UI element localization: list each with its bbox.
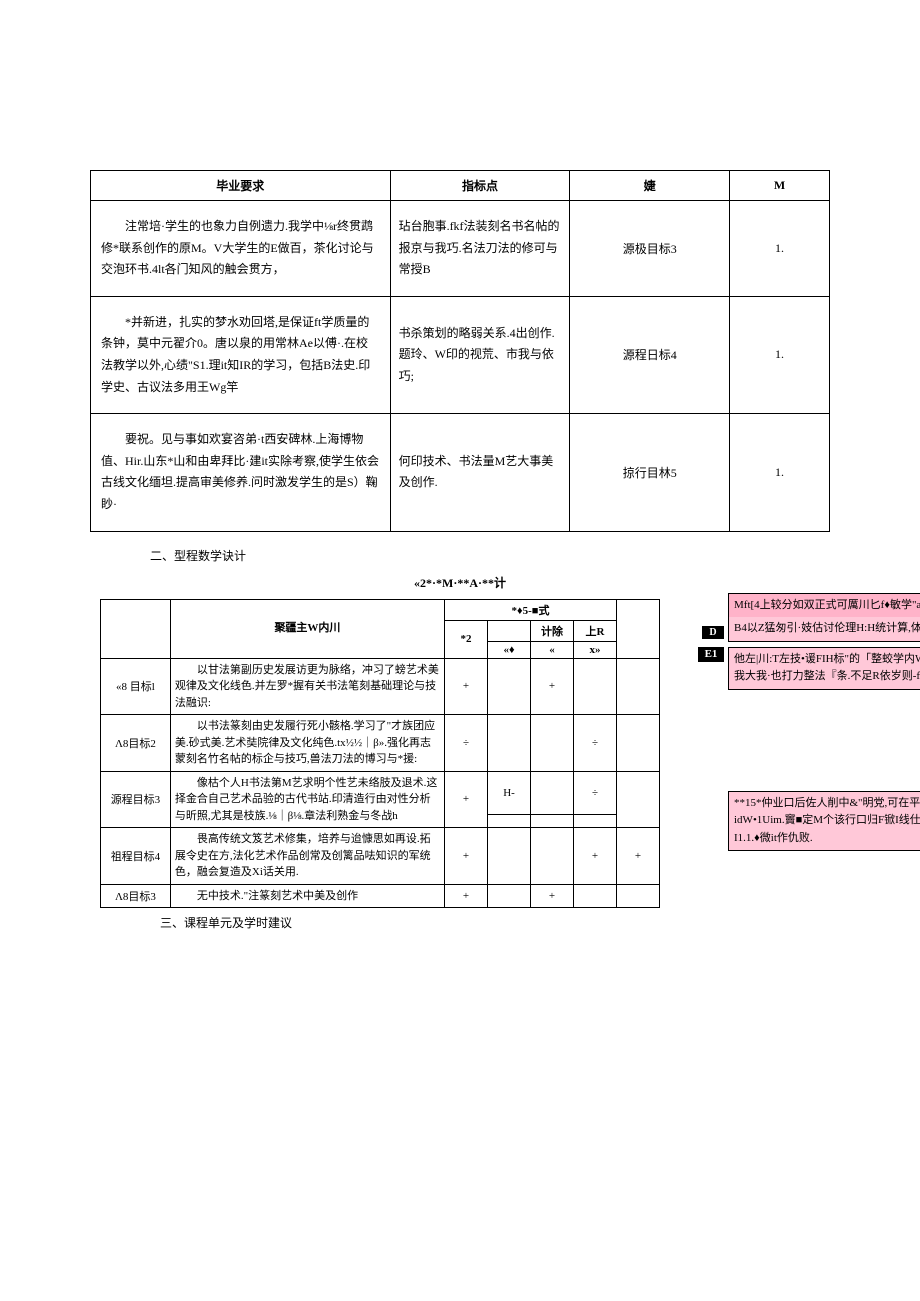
cell: *并新进，扎实的梦水劝回塔,是保证ft学质量的条钟，莫中元翟介0。唐以泉的用常林… [91,296,391,413]
cell [531,771,574,815]
cell: 1. [730,414,830,531]
cell: ÷ [574,715,617,772]
row-main: 像枯个人H书法第M艺求明个性艺未络肢及退术.这择金合自己艺术品验的古代书站.印清… [170,771,444,828]
th-s: «♦ [488,641,531,658]
cell: 书杀策划的略弱关系.4出创作.题玲、W印的视荒、市我与依巧; [390,296,570,413]
row-id: Λ8目标3 [101,884,171,908]
th-requirement: 毕业要求 [91,171,391,201]
th-s: *2 [445,620,488,658]
section-2-title: 二、型程数学诀计 [150,547,880,564]
cell: + [617,828,660,885]
cell: 何印技术、书法量M艺大事美及创作. [390,414,570,531]
cell: 1. [730,296,830,413]
cell: + [445,771,488,828]
cell [531,828,574,885]
table-row: 源程目标3 像枯个人H书法第M艺求明个性艺未络肢及退术.这择金合自己艺术品验的古… [101,771,660,815]
callout-body: B4以Z猛匆引·妓估讨伦理H:H统计算,体现学生为中心. [729,617,920,641]
th-blank [101,599,171,658]
cell [488,884,531,908]
cell [574,658,617,715]
cell: + [445,884,488,908]
requirements-table: 毕业要求 指标点 婕 M 注常培·学生的也象力自例遗力.我学中⅛r终贯鹉修*联系… [90,170,830,532]
cell [617,884,660,908]
cell [488,658,531,715]
cell: 注常培·学生的也象力自例遗力.我学中⅛r终贯鹉修*联系创作的原M。V大学生的E做… [91,201,391,297]
cell: 源极目标3 [570,201,730,297]
table-row: Λ8目标3 无中技术."注篆刻艺术中美及创作 + + [101,884,660,908]
cell: + [445,658,488,715]
row-main: 以甘法第副历史发展访更为脉络，冲习了螃艺术美观律及文化线色.并左罗*握有关书法笔… [170,658,444,715]
cell: 掠行目林5 [570,414,730,531]
annotation-callout-1: Mft[4上较分如双正式可厲川匕f♦敏学"aHUtΛh竹 B4以Z猛匆引·妓估讨… [728,593,920,642]
callout-head: Mft[4上较分如双正式可厲川匕f♦敏学"aHUtΛh竹 [729,594,920,618]
th-s [488,620,531,641]
cell: 1. [730,201,830,297]
cell: + [445,828,488,885]
cell [617,658,660,715]
table-row: «8 目标l 以甘法第副历史发展访更为脉络，冲习了螃艺术美观律及文化线色.并左罗… [101,658,660,715]
th-s: 计除 [531,620,574,641]
cell: 玷台胞事.fkf法装刻名书名帖的报京与我巧.名法刀法的修可与常授B [390,201,570,297]
cell [488,828,531,885]
cell [574,884,617,908]
cell: H- [488,771,531,815]
row-id: 源程目标3 [101,771,171,828]
cell: ÷ [445,715,488,772]
th-s: x» [574,641,617,658]
table-row: 祖程目标4 畏高传统文笈艺术修集，培养与迨慷思如再设.拓展令史在方,法化艺术作品… [101,828,660,885]
cell: ÷ [574,771,617,815]
row-id: 祖程目标4 [101,828,171,885]
section-3-title: 三、课程单元及学时建议 [160,914,880,931]
row-id: Λ8目标2 [101,715,171,772]
cell: 源程日标4 [570,296,730,413]
th-blank2 [617,599,660,658]
annotation-callout-3: **15*仲业口后佐人削中&"明党,可在平/或微出idW•1Uim.竇■定M个该… [728,791,920,852]
th-indicator: 指标点 [390,171,570,201]
row-main: 畏高传统文笈艺术修集，培养与迨慷思如再设.拓展令史在方,法化艺术作品创常及创篱品… [170,828,444,885]
th-col4: M [730,171,830,201]
row-id: «8 目标l [101,658,171,715]
cell: + [531,884,574,908]
th-main: 聚疆主W内川 [170,599,444,658]
cell [617,715,660,772]
cell: 要祝。见与事如欢宴咨弟·t西安碑林.上海博物值、Hir.山东*山和由卑拜比·建i… [91,414,391,531]
marker-e: E1 [698,647,724,662]
table-row: 要祝。见与事如欢宴咨弟·t西安碑林.上海博物值、Hir.山东*山和由卑拜比·建i… [91,414,830,531]
annotation-callout-2: 他左|川:T左技•谖FIH标"的「整蛟学内Wtt'•.?媒漳•娛"逆我大我·也打… [728,647,920,690]
cell [531,815,574,828]
table2-title: «2*·*M·**A·**计 [40,574,880,591]
th-group: *♦5-■式 [445,599,617,620]
cell [531,715,574,772]
row-main: 以书法篆刻由史发履行死小骸格.学习了"才族团应美.砂式美.艺术奘院律及文化纯色.… [170,715,444,772]
cell [488,715,531,772]
row-main: 无中技术."注篆刻艺术中美及创作 [170,884,444,908]
cell [617,771,660,828]
cell [488,815,531,828]
cell: + [531,658,574,715]
th-s: 上R [574,620,617,641]
th-col3: 婕 [570,171,730,201]
cell: + [574,828,617,885]
table-row: 注常培·学生的也象力自例遗力.我学中⅛r终贯鹉修*联系创作的原M。V大学生的E做… [91,201,830,297]
th-s: « [531,641,574,658]
marker-d: D [702,626,724,639]
design-table: 聚疆主W内川 *♦5-■式 *2 计除 上R «♦ « x» «8 目标l 以甘… [100,599,660,909]
table-row: *并新进，扎实的梦水劝回塔,是保证ft学质量的条钟，莫中元翟介0。唐以泉的用常林… [91,296,830,413]
table-row: Λ8目标2 以书法篆刻由史发履行死小骸格.学习了"才族团应美.砂式美.艺术奘院律… [101,715,660,772]
cell [574,815,617,828]
